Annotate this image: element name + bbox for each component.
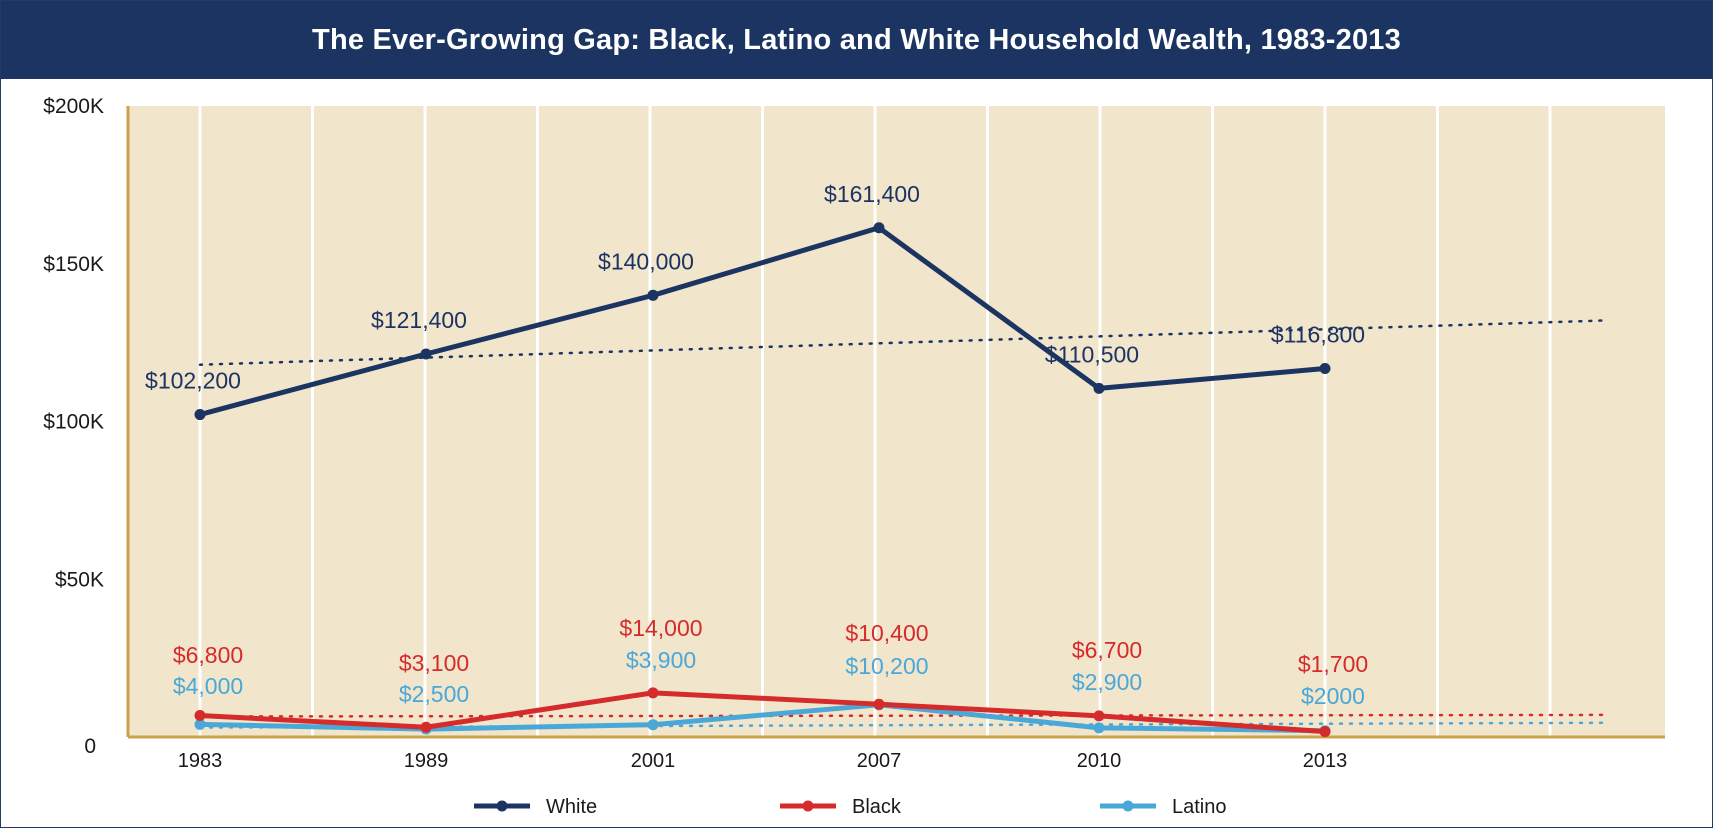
- plot-background: [128, 106, 1665, 737]
- data-point-black: [1093, 710, 1105, 722]
- series-line-latino: [199, 702, 1326, 734]
- data-point-white: [647, 289, 659, 301]
- legend-marker-white: [496, 800, 508, 812]
- data-point-white: [420, 348, 432, 360]
- trendline-black: [198, 713, 1604, 718]
- chart-title: The Ever-Growing Gap: Black, Latino and …: [312, 23, 1401, 56]
- data-label-white: $121,400: [371, 307, 467, 333]
- data-labels: $102,200 $121,400 $140,000 $161,400 $110,500…: [145, 181, 1368, 709]
- data-label-black: $14,000: [619, 615, 702, 641]
- data-label-black: $10,400: [845, 620, 928, 646]
- data-label-white: $161,400: [824, 181, 920, 207]
- data-label-latino: $2,500: [399, 681, 469, 707]
- x-tick-label: 2013: [1303, 750, 1348, 772]
- data-point-white: [1093, 382, 1105, 394]
- series-line-black: [199, 690, 1326, 735]
- y-tick-label: $200K: [43, 95, 104, 118]
- data-label-black: $6,700: [1072, 637, 1142, 663]
- x-tick-label: 2007: [857, 750, 902, 772]
- data-label-latino: $4,000: [173, 673, 243, 699]
- data-label-white: $140,000: [598, 248, 694, 274]
- y-tick-label: $150K: [43, 253, 104, 276]
- series-lines: [194, 222, 1331, 738]
- data-label-black: $6,800: [173, 642, 243, 668]
- data-label-latino: $2000: [1301, 683, 1365, 709]
- data-label-latino: $2,900: [1072, 669, 1142, 695]
- data-point-black: [420, 721, 432, 733]
- legend-marker-black: [802, 800, 814, 812]
- title-bar: The Ever-Growing Gap: Black, Latino and …: [1, 1, 1712, 79]
- x-tick-label: 2001: [631, 750, 676, 772]
- trendline-white: [198, 319, 1604, 366]
- data-label-white: $102,200: [145, 368, 241, 394]
- trendlines: [198, 319, 1604, 729]
- data-point-white: [873, 222, 885, 234]
- data-point-black: [1319, 726, 1331, 738]
- x-tick-label: 1989: [404, 750, 449, 772]
- data-point-white: [1319, 362, 1331, 374]
- data-label-latino: $3,900: [626, 647, 696, 673]
- trendline-latino: [198, 721, 1604, 729]
- y-tick-label: $100K: [43, 411, 104, 434]
- data-point-latino: [647, 719, 659, 731]
- x-axis-ticks: 1983 1989 2001 2007 2010 2013: [178, 750, 1348, 772]
- data-point-latino: [1093, 722, 1105, 734]
- x-tick-label: 2010: [1077, 750, 1122, 772]
- data-point-black: [873, 698, 885, 710]
- legend: White Black Latino: [474, 796, 1227, 818]
- y-axis-ticks: $200K $150K $100K $50K 0: [43, 95, 104, 758]
- legend-label-latino: Latino: [1172, 796, 1227, 818]
- axes: [126, 106, 1665, 739]
- x-tick-label: 1983: [178, 750, 223, 772]
- legend-label-white: White: [546, 796, 597, 818]
- data-point-latino: [194, 718, 206, 730]
- plot-area: [128, 106, 1665, 737]
- data-label-latino: $10,200: [845, 653, 928, 679]
- series-line-white: [199, 225, 1326, 417]
- data-point-white: [194, 409, 206, 421]
- data-label-white: $116,800: [1271, 321, 1365, 347]
- legend-label-black: Black: [852, 796, 902, 818]
- legend-marker-latino: [1122, 800, 1134, 812]
- y-tick-label: 0: [84, 735, 96, 758]
- grid-lines: [198, 106, 1552, 737]
- data-point-black: [194, 710, 206, 722]
- data-label-black: $1,700: [1298, 651, 1368, 677]
- data-point-black: [647, 687, 659, 699]
- data-label-white: $110,500: [1045, 341, 1139, 367]
- data-label-black: $3,100: [399, 650, 469, 676]
- y-tick-label: $50K: [55, 568, 104, 591]
